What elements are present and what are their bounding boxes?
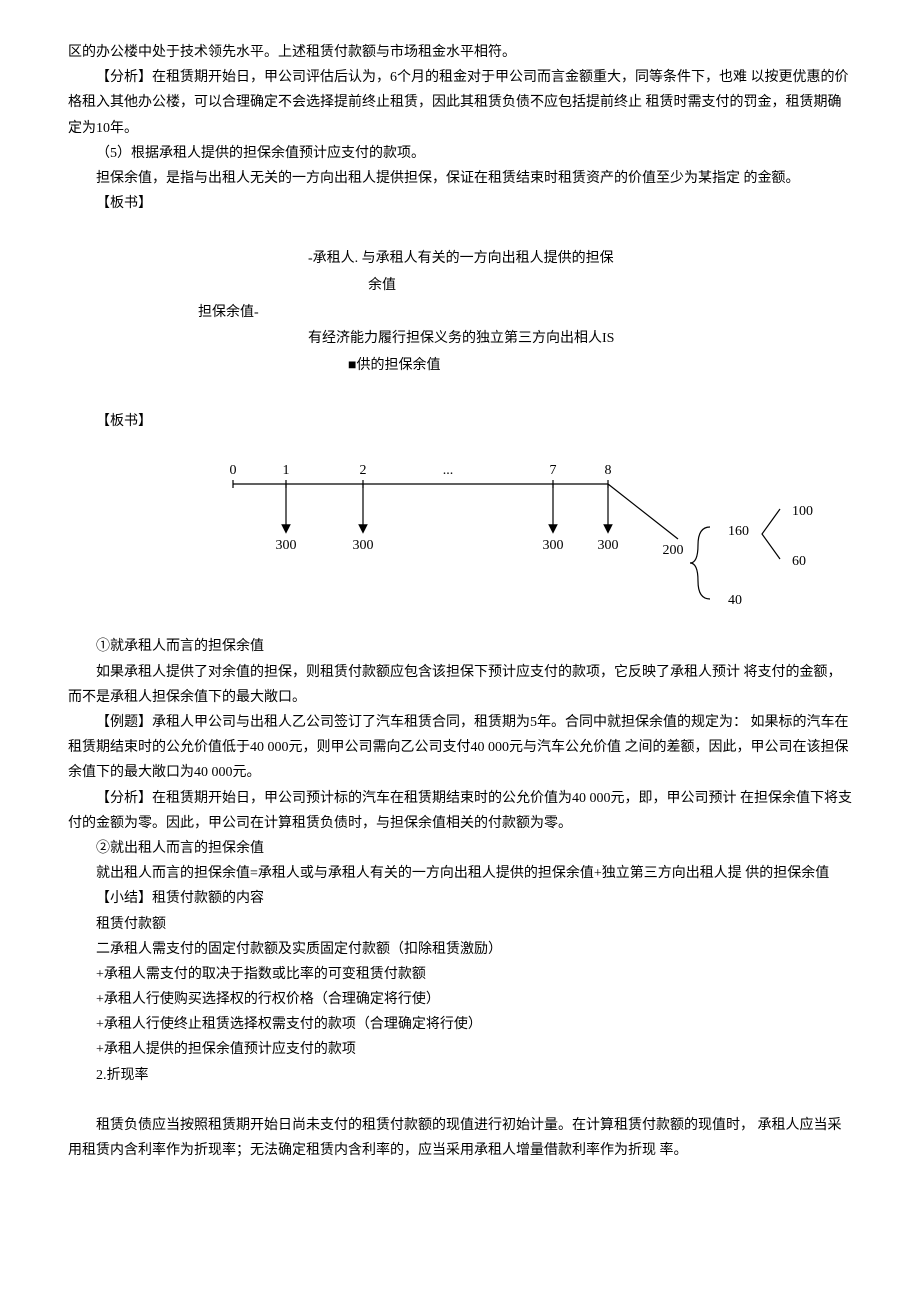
svg-text:7: 7 bbox=[550, 463, 557, 478]
board-label-2: 【板书】 bbox=[68, 409, 852, 434]
summary-item-1: 租赁付款额 bbox=[68, 912, 852, 937]
definition-paragraph: 担保余值，是指与出租人无关的一方向出租人提供担保，保证在租赁结束时租赁资产的价值… bbox=[68, 166, 852, 191]
svg-text:0: 0 bbox=[230, 463, 237, 478]
example-paragraph: 【例题】承租人甲公司与出租人乙公司签订了汽车租赁合同，租赁期为5年。合同中就担保… bbox=[68, 710, 852, 786]
timeline-diagram: 0 1 2... 7 8 300 300 300 300 200 160 40 100 60 bbox=[198, 454, 852, 604]
summary-item-4: +承租人行使购买选择权的行权价格（合理确定将行使） bbox=[68, 987, 852, 1012]
svg-text:40: 40 bbox=[728, 593, 742, 604]
summary-list: 租赁付款额 二承租人需支付的固定付款额及实质固定付款额（扣除租赁激励） +承租人… bbox=[68, 912, 852, 1063]
svg-text:300: 300 bbox=[276, 538, 297, 553]
svg-text:2: 2 bbox=[360, 463, 367, 478]
summary-item-6: +承租人提供的担保余值预计应支付的款项 bbox=[68, 1037, 852, 1062]
svg-text:300: 300 bbox=[598, 538, 619, 553]
discount-rate-paragraph: 租赁负债应当按照租赁期开始日尚未支付的租赁付款额的现值进行初始计量。在计算租赁付… bbox=[68, 1113, 852, 1163]
analysis-paragraph: 【分析】在租赁期开始日，甲公司评估后认为，6个月的租金对于甲公司而言金额重大，同… bbox=[68, 65, 852, 141]
summary-item-5: +承租人行使终止租赁选择权需支付的款项（合理确定将行使） bbox=[68, 1012, 852, 1037]
diagram-line-3: 担保余值- bbox=[198, 300, 852, 327]
subsection-1-body: 如果承租人提供了对余值的担保，则租赁付款额应包含该担保下预计应支付的款项，它反映… bbox=[68, 660, 852, 710]
svg-text:160: 160 bbox=[728, 524, 749, 539]
svg-text:...: ... bbox=[443, 463, 454, 478]
analysis-paragraph-2: 【分析】在租赁期开始日，甲公司预计标的汽车在租赁期结束时的公允价值为40 000… bbox=[68, 786, 852, 836]
svg-text:60: 60 bbox=[792, 554, 806, 569]
diagram-line-4: 有经济能力履行担保义务的独立第三方向出相人IS bbox=[308, 326, 852, 353]
svg-text:200: 200 bbox=[663, 543, 684, 558]
timeline-svg: 0 1 2... 7 8 300 300 300 300 200 160 40 100 60 bbox=[198, 454, 818, 604]
diagram-line-5: ■供的担保余值 bbox=[348, 353, 852, 380]
svg-text:8: 8 bbox=[605, 463, 612, 478]
summary-item-2: 二承租人需支付的固定付款额及实质固定付款额（扣除租赁激励） bbox=[68, 937, 852, 962]
svg-text:300: 300 bbox=[543, 538, 564, 553]
paragraph-continuation: 区的办公楼中处于技术领先水平。上述租赁付款额与市场租金水平相符。 bbox=[68, 40, 852, 65]
summary-item-3: +承租人需支付的取决于指数或比率的可变租赁付款额 bbox=[68, 962, 852, 987]
section-2-title: 2.折现率 bbox=[68, 1063, 852, 1088]
diagram-line-2: 余值 bbox=[368, 273, 852, 300]
diagram-line-1: -承租人. 与承租人有关的一方向出租人提供的担保 bbox=[308, 246, 852, 273]
summary-title: 【小结】租赁付款额的内容 bbox=[68, 886, 852, 911]
guarantee-value-diagram: -承租人. 与承租人有关的一方向出租人提供的担保 余值 担保余值- 有经济能力履… bbox=[198, 246, 852, 379]
svg-text:300: 300 bbox=[353, 538, 374, 553]
subsection-1-title: ①就承租人而言的担保余值 bbox=[68, 634, 852, 659]
subsection-2-body: 就出租人而言的担保余值=承租人或与承租人有关的一方向出租人提供的担保余值+独立第… bbox=[68, 861, 852, 886]
svg-text:100: 100 bbox=[792, 504, 813, 519]
item-5-paragraph: （5）根据承租人提供的担保余值预计应支付的款项。 bbox=[68, 141, 852, 166]
subsection-2-title: ②就出租人而言的担保余值 bbox=[68, 836, 852, 861]
svg-text:1: 1 bbox=[283, 463, 290, 478]
board-label-1: 【板书】 bbox=[68, 191, 852, 216]
